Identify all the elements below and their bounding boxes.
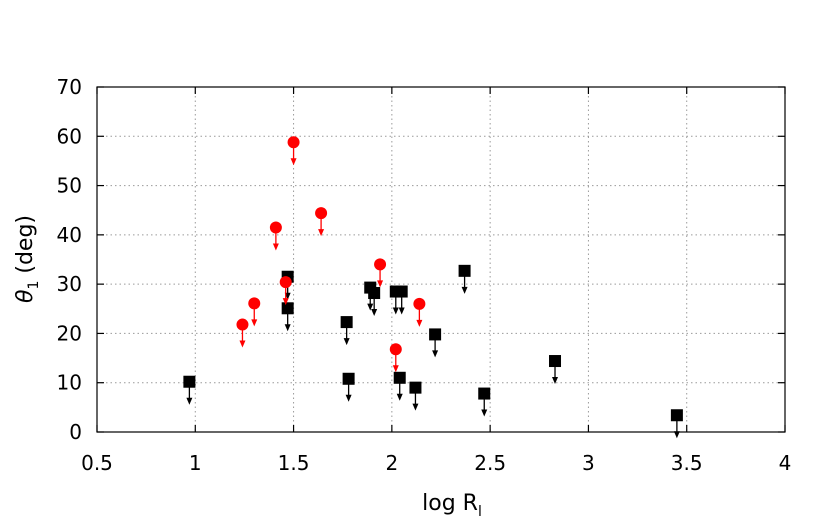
square-marker	[478, 387, 491, 400]
upper-limit-arrow-head	[367, 303, 374, 311]
upper-limit-arrow-head	[318, 229, 325, 237]
circle-marker	[269, 221, 282, 234]
x-tick-label: 3	[582, 451, 595, 475]
square-point	[368, 287, 381, 317]
upper-limit-arrow-head	[552, 377, 559, 385]
square-marker	[409, 381, 422, 394]
square-point	[458, 264, 471, 294]
circle-marker	[236, 318, 249, 331]
x-tick-labels: 0.5 1 1.5 2 2.5 3 3.5 4	[81, 451, 791, 475]
circle-point	[248, 297, 261, 327]
upper-limit-arrow-head	[392, 307, 399, 315]
y-tick-label: 50	[57, 174, 82, 198]
upper-limit-arrow-head	[371, 309, 378, 317]
upper-limit-arrow-head	[392, 365, 399, 373]
y-tick-label: 70	[57, 75, 82, 99]
x-tick-label: 1	[189, 451, 202, 475]
circle-marker	[248, 297, 261, 310]
upper-limit-arrow-head	[251, 319, 258, 327]
upper-limit-arrow-head	[432, 350, 439, 358]
circle-point	[279, 276, 292, 306]
y-tick-label: 40	[57, 223, 82, 247]
square-marker	[670, 409, 683, 422]
data-points	[183, 136, 683, 439]
upper-limit-arrow-head	[290, 158, 297, 166]
circle-marker	[374, 258, 387, 271]
circle-marker	[287, 136, 300, 149]
square-point	[281, 302, 294, 332]
y-axis-label-symbol: θ	[13, 289, 38, 303]
square-marker	[458, 264, 471, 277]
circle-point	[315, 207, 328, 237]
square-marker	[393, 371, 406, 384]
upper-limit-arrow-head	[396, 393, 403, 401]
circle-point	[374, 258, 387, 288]
square-marker	[281, 302, 294, 315]
y-tick-label: 0	[69, 420, 82, 444]
grid	[97, 87, 785, 432]
square-point	[340, 316, 353, 346]
square-marker	[368, 287, 381, 300]
x-axis-label: log Rl	[422, 491, 482, 520]
circle-point	[413, 297, 426, 327]
x-tick-label: 3.5	[671, 451, 703, 475]
upper-limit-arrow-head	[398, 307, 405, 315]
upper-limit-arrow-head	[186, 397, 193, 405]
upper-limit-arrow-head	[461, 286, 468, 294]
axis-ticks	[96, 86, 786, 433]
upper-limit-arrow-head	[416, 319, 423, 327]
y-axis-label: θ1 (deg)	[13, 215, 42, 303]
upper-limit-arrow-head	[239, 340, 246, 348]
circle-series	[236, 136, 426, 373]
square-point	[429, 328, 442, 358]
plot-frame	[96, 86, 786, 433]
upper-limit-arrow-head	[377, 280, 384, 288]
y-tick-labels: 0 10 20 30 40 50 60 70	[57, 75, 82, 444]
square-point	[183, 375, 196, 405]
upper-limit-arrow-head	[272, 243, 279, 251]
circle-point	[269, 221, 282, 251]
upper-limit-arrow-head	[343, 338, 350, 346]
square-series	[183, 264, 683, 439]
circle-point	[236, 318, 249, 348]
circle-marker	[279, 276, 292, 289]
square-marker	[395, 285, 408, 298]
square-marker	[340, 316, 353, 329]
square-marker	[183, 375, 196, 388]
circle-marker	[413, 297, 426, 310]
square-point	[409, 381, 422, 411]
upper-limit-arrow-head	[284, 324, 291, 332]
y-axis-label-subscript: 1	[26, 281, 42, 290]
upper-limit-arrow-head	[345, 394, 352, 402]
square-point	[342, 372, 355, 402]
x-tick-label: 2.5	[474, 451, 506, 475]
square-point	[670, 409, 683, 439]
square-point	[395, 285, 408, 315]
square-point	[393, 371, 406, 401]
x-tick-label: 0.5	[81, 451, 113, 475]
x-tick-label: 1.5	[278, 451, 310, 475]
y-tick-label: 10	[57, 371, 82, 395]
x-axis-label-subscript: l	[478, 504, 482, 520]
x-tick-label: 4	[779, 451, 792, 475]
circle-point	[287, 136, 300, 166]
upper-limit-arrow-head	[412, 403, 419, 411]
square-marker	[429, 328, 442, 341]
upper-limit-arrow-head	[282, 298, 289, 306]
square-marker	[549, 355, 562, 368]
y-axis-label-unit: (deg)	[13, 215, 38, 281]
upper-limit-arrow-head	[481, 409, 488, 417]
circle-point	[389, 343, 402, 373]
y-tick-label: 60	[57, 124, 82, 148]
square-point	[478, 387, 491, 417]
y-tick-label: 30	[57, 272, 82, 296]
x-tick-label: 2	[385, 451, 398, 475]
circle-marker	[315, 207, 328, 220]
circle-marker	[389, 343, 402, 356]
square-marker	[342, 372, 355, 385]
square-point	[549, 355, 562, 385]
y-tick-label: 20	[57, 321, 82, 345]
upper-limit-arrow-head	[673, 431, 680, 439]
